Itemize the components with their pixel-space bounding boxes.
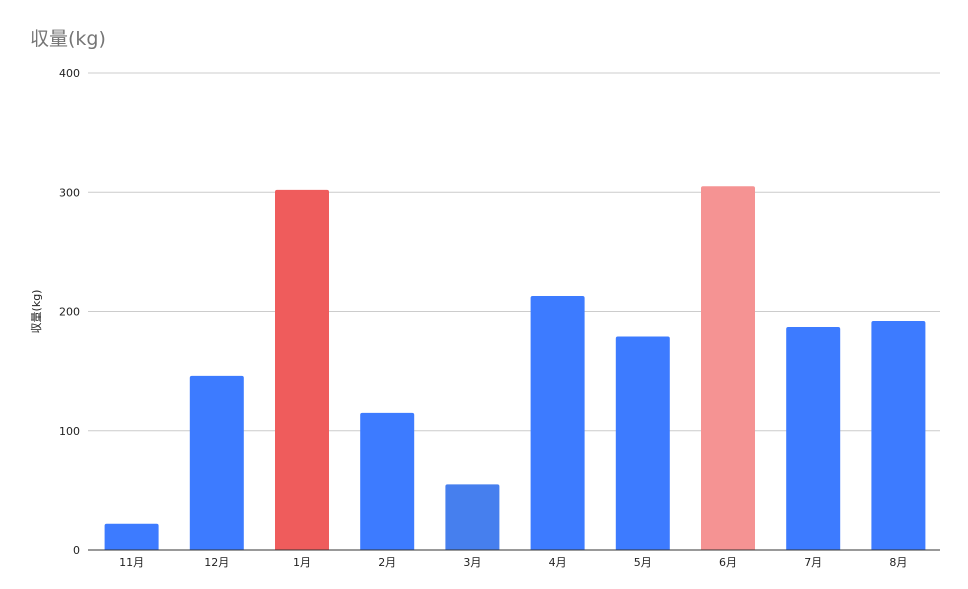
y-tick-label: 100: [59, 425, 80, 438]
x-tick-label: 4月: [549, 556, 567, 569]
x-tick-label: 2月: [378, 556, 396, 569]
y-tick-label: 200: [59, 306, 80, 319]
y-tick-label: 400: [59, 67, 80, 80]
bar-11月[interactable]: [104, 523, 159, 550]
bar-8月[interactable]: [871, 321, 926, 550]
bar-3月[interactable]: [445, 484, 500, 550]
bar-5月[interactable]: [615, 336, 670, 550]
y-tick-label: 300: [59, 186, 80, 199]
x-tick-label: 7月: [804, 556, 822, 569]
y-tick-label: 0: [73, 544, 80, 557]
bar-12月[interactable]: [189, 375, 244, 550]
x-tick-label: 12月: [204, 556, 229, 569]
bars: [104, 186, 926, 551]
x-tick-label: 6月: [719, 556, 737, 569]
chart-title: 収量(kg): [30, 28, 106, 50]
bar-7月[interactable]: [786, 327, 841, 550]
x-tick-label: 1月: [293, 556, 311, 569]
x-tick-label: 8月: [889, 556, 907, 569]
x-axis-ticks: 11月 12月 1月 2月 3月 4月 5月 6月 7月 8月: [119, 556, 907, 569]
x-tick-label: 11月: [119, 556, 144, 569]
bar-6月[interactable]: [701, 186, 755, 550]
bar-4月[interactable]: [530, 295, 585, 550]
bar-2月[interactable]: [360, 412, 415, 550]
x-tick-label: 5月: [634, 556, 652, 569]
y-axis-ticks: 0 100 200 300 400: [59, 67, 80, 557]
x-tick-label: 3月: [463, 556, 481, 569]
bar-1月[interactable]: [275, 189, 329, 551]
y-axis-title: 収量(kg): [30, 290, 43, 334]
